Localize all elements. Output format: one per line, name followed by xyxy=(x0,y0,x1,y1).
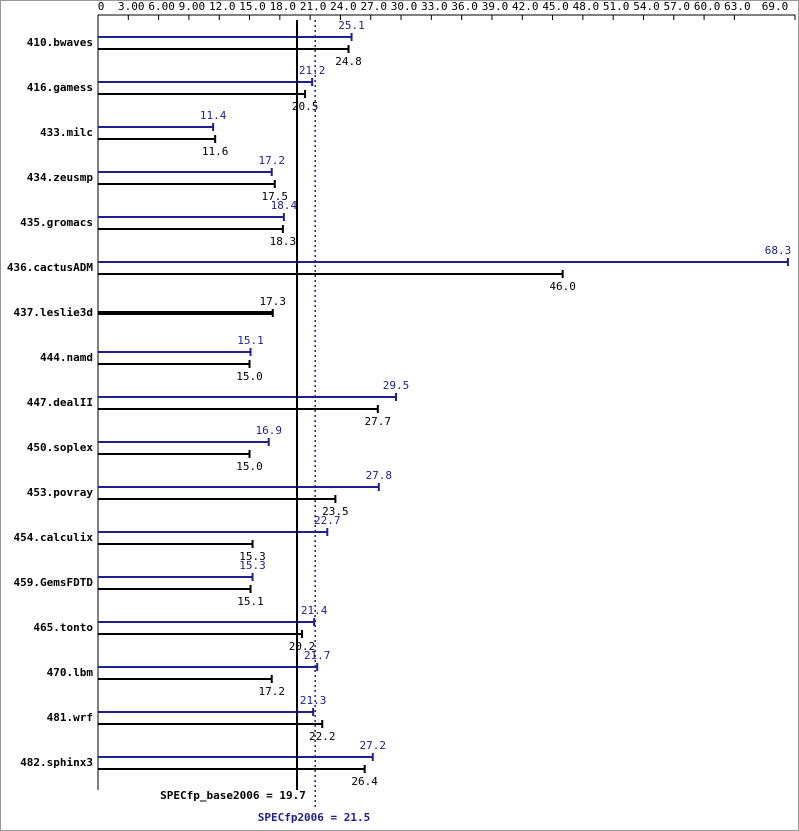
x-tick-label: 39.0 xyxy=(482,0,509,13)
x-tick-label: 27.0 xyxy=(360,0,387,13)
value-label: 17.3 xyxy=(260,295,287,308)
value-label: 18.4 xyxy=(271,199,298,212)
value-label: 27.2 xyxy=(360,739,387,752)
category-label: 447.dealII xyxy=(27,396,93,409)
x-tick-label: 24.0 xyxy=(330,0,357,13)
x-tick-label: 57.0 xyxy=(664,0,691,13)
value-label: 25.1 xyxy=(338,19,365,32)
value-label: 16.9 xyxy=(255,424,282,437)
x-tick-label: 3.00 xyxy=(118,0,145,13)
value-label: 17.2 xyxy=(258,154,285,167)
category-label: 444.namd xyxy=(40,351,93,364)
value-label: 21.4 xyxy=(301,604,328,617)
category-label: 482.sphinx3 xyxy=(20,756,93,769)
value-label: 15.3 xyxy=(239,559,266,572)
category-label: 459.GemsFDTD xyxy=(14,576,94,589)
value-label: 11.6 xyxy=(202,145,229,158)
value-label: 21.2 xyxy=(299,64,326,77)
value-label: 23.5 xyxy=(322,505,349,518)
category-label: 481.wrf xyxy=(47,711,93,724)
category-label: 465.tonto xyxy=(33,621,93,634)
value-label: 27.7 xyxy=(365,415,392,428)
value-label: 22.7 xyxy=(314,514,341,527)
value-label: 18.3 xyxy=(270,235,297,248)
value-label: 20.2 xyxy=(289,640,316,653)
category-label: 437.leslie3d xyxy=(14,306,93,319)
category-label: 450.soplex xyxy=(27,441,94,454)
value-label: 27.8 xyxy=(366,469,393,482)
x-tick-label: 45.0 xyxy=(542,0,569,13)
value-label: 24.8 xyxy=(335,55,362,68)
x-tick-label: 12.0 xyxy=(209,0,236,13)
value-label: 15.3 xyxy=(239,550,266,563)
value-label: 22.2 xyxy=(309,730,336,743)
x-tick-label: 18.0 xyxy=(270,0,297,13)
x-tick-label: 51.0 xyxy=(603,0,630,13)
x-tick-label: 63.0 xyxy=(724,0,751,13)
category-label: 435.gromacs xyxy=(20,216,93,229)
value-label: 15.0 xyxy=(236,460,263,473)
x-tick-label: 60.0 xyxy=(694,0,721,13)
category-label: 470.lbm xyxy=(47,666,94,679)
x-tick-label: 21.0 xyxy=(300,0,327,13)
x-tick-label: 15.0 xyxy=(239,0,266,13)
category-label: 434.zeusmp xyxy=(27,171,94,184)
x-tick-label: 36.0 xyxy=(451,0,478,13)
value-label: 21.3 xyxy=(300,694,327,707)
x-tick-label: 69.0 xyxy=(762,0,789,13)
value-label: 46.0 xyxy=(549,280,576,293)
value-label: 29.5 xyxy=(383,379,410,392)
value-label: 17.5 xyxy=(262,190,289,203)
value-label: 21.7 xyxy=(304,649,331,662)
category-label: 454.calculix xyxy=(14,531,94,544)
category-label: 453.povray xyxy=(27,486,94,499)
x-tick-label: 42.0 xyxy=(512,0,539,13)
reference-label: SPECfp_base2006 = 19.7 xyxy=(160,789,306,802)
value-label: 17.2 xyxy=(258,685,285,698)
x-tick-label: 9.00 xyxy=(179,0,206,13)
x-tick-label: 6.00 xyxy=(148,0,175,13)
value-label: 11.4 xyxy=(200,109,227,122)
x-tick-label: 0 xyxy=(98,0,105,13)
value-label: 26.4 xyxy=(351,775,378,788)
category-label: 436.cactusADM xyxy=(7,261,93,274)
value-label: 15.1 xyxy=(237,595,264,608)
value-label: 15.0 xyxy=(236,370,263,383)
x-tick-label: 48.0 xyxy=(573,0,600,13)
reference-label: SPECfp2006 = 21.5 xyxy=(258,811,371,824)
value-label: 15.1 xyxy=(237,334,264,347)
category-label: 433.milc xyxy=(40,126,93,139)
x-tick-label: 30.0 xyxy=(391,0,418,13)
category-label: 416.gamess xyxy=(27,81,93,94)
x-tick-label: 33.0 xyxy=(421,0,448,13)
value-label: 20.5 xyxy=(292,100,319,113)
x-tick-label: 54.0 xyxy=(633,0,660,13)
category-label: 410.bwaves xyxy=(27,36,93,49)
value-label: 68.3 xyxy=(765,244,792,257)
